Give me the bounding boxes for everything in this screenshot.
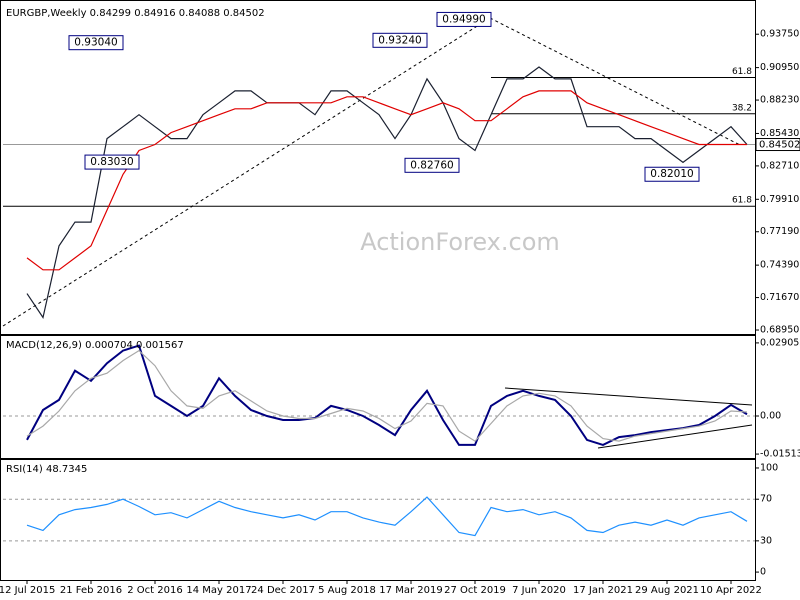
series-line <box>26 349 748 442</box>
x-tick-label: 12 Jul 2015 <box>0 585 55 596</box>
x-tick-label: 27 Oct 2019 <box>444 585 506 596</box>
y-tick-label: 30 <box>760 535 772 546</box>
y-tick-label: 0.90950 <box>760 62 799 73</box>
annotation-label: 0.93240 <box>378 34 421 46</box>
annotation-label: 0.93040 <box>74 37 117 49</box>
x-tick-label: 10 Apr 2022 <box>700 585 762 596</box>
x-tick-label: 2 Oct 2016 <box>127 585 182 596</box>
trendline <box>504 387 753 406</box>
fib-label: 61.8 <box>732 196 752 206</box>
last-price-box <box>755 138 800 152</box>
annotation-label: 0.82010 <box>650 168 693 180</box>
x-tick-label: 5 Aug 2018 <box>318 585 376 596</box>
x-tick-label: 14 May 2017 <box>186 585 251 596</box>
x-tick-label: 29 Aug 2021 <box>635 585 699 596</box>
trendline <box>489 17 741 146</box>
series-line <box>26 90 747 271</box>
pane-title: EURGBP,Weekly 0.84299 0.84916 0.84088 0.… <box>6 8 265 19</box>
y-tick-label: 0.68950 <box>760 325 799 336</box>
x-tick-label: 7 Jun 2020 <box>512 585 566 596</box>
annotation-box <box>644 166 700 182</box>
plot-frame <box>0 0 756 581</box>
pane-title: MACD(12,26,9) 0.000704 0.001567 <box>6 340 184 351</box>
annotation-box <box>84 154 140 170</box>
fib-label: 38.2 <box>732 103 752 113</box>
y-tick-label: 0.93750 <box>760 29 799 40</box>
y-tick-label: 70 <box>760 494 772 505</box>
y-tick-label: 0.82710 <box>760 160 799 171</box>
last-price-label: 0.84502 <box>759 140 800 151</box>
series-line <box>26 66 748 319</box>
annotation-box <box>68 35 124 51</box>
y-tick-label: 0.77190 <box>760 226 799 237</box>
trendline <box>597 424 753 449</box>
annotation-box <box>436 11 492 27</box>
annotation-label: 0.82760 <box>410 159 453 171</box>
y-tick-label: 0.029053 <box>760 337 800 348</box>
fib-label: 61.8 <box>732 67 752 77</box>
watermark: ActionForex.com <box>360 228 560 256</box>
annotation-box <box>404 157 460 173</box>
x-tick-label: 17 Mar 2019 <box>379 585 442 596</box>
y-tick-label: 100 <box>760 462 778 473</box>
y-tick-label: 0.71670 <box>760 292 799 303</box>
y-tick-label: 0.88230 <box>760 95 799 106</box>
pane-title: RSI(14) 48.7345 <box>6 464 87 475</box>
annotation-label: 0.83030 <box>90 156 133 168</box>
y-tick-label: 0.74390 <box>760 260 799 271</box>
annotation-label: 0.94990 <box>442 13 485 25</box>
series-line <box>26 496 748 537</box>
y-tick-label: 0.00 <box>760 410 781 421</box>
annotation-box <box>372 32 428 48</box>
series-line <box>26 344 748 446</box>
y-tick-label: 0.79910 <box>760 194 799 205</box>
x-tick-label: 17 Jan 2021 <box>573 585 633 596</box>
y-tick-label: 0.85430 <box>760 128 799 139</box>
trendline <box>2 17 491 327</box>
y-tick-label: -0.015139 <box>760 449 800 460</box>
x-tick-label: 24 Dec 2017 <box>251 585 315 596</box>
x-tick-label: 21 Feb 2016 <box>60 585 122 596</box>
y-tick-label: 0 <box>760 567 766 578</box>
